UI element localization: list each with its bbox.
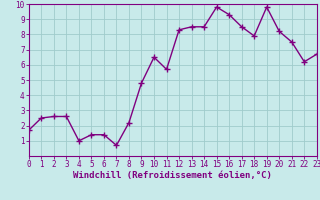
- X-axis label: Windchill (Refroidissement éolien,°C): Windchill (Refroidissement éolien,°C): [73, 171, 272, 180]
